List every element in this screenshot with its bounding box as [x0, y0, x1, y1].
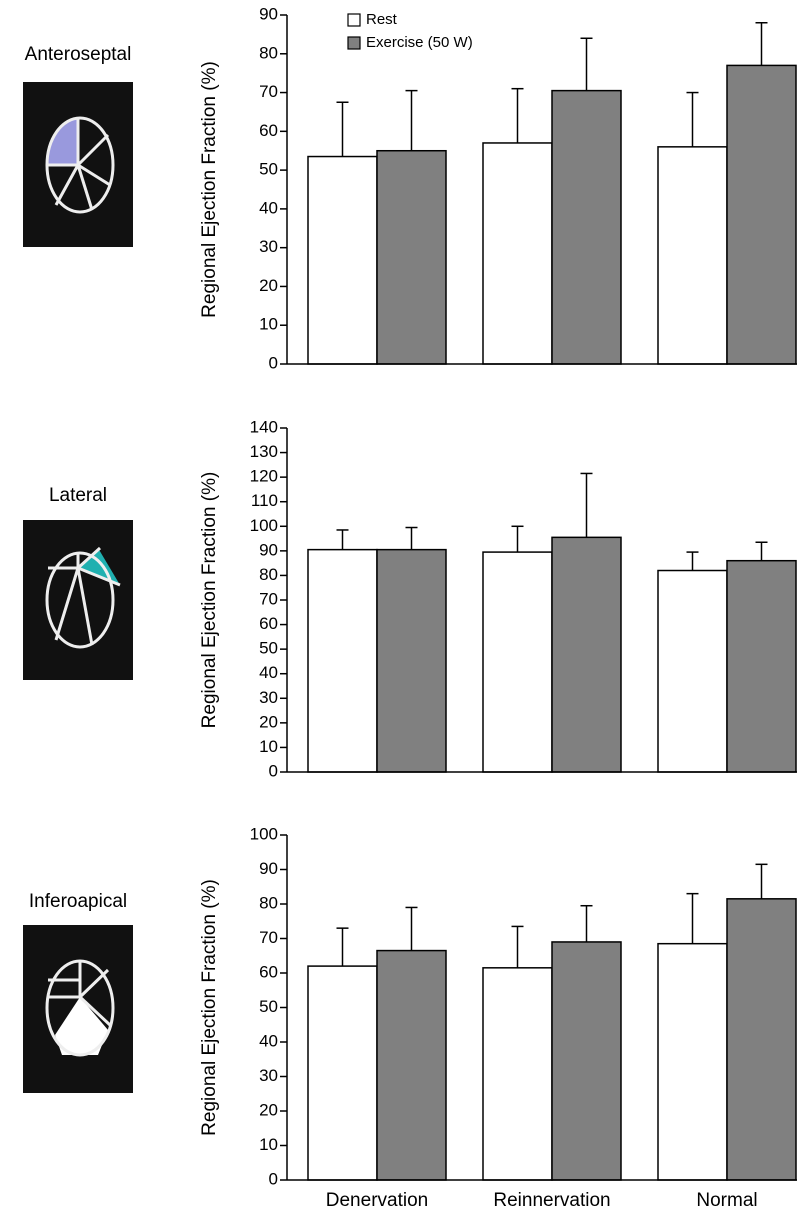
region-label: Inferoapical [29, 891, 127, 912]
y-tick-label: 60 [259, 121, 278, 140]
y-tick-label: 40 [259, 1031, 278, 1050]
bar [727, 899, 796, 1180]
heart-icon [23, 520, 133, 680]
y-tick-label: 90 [259, 859, 278, 878]
y-tick-label: 0 [269, 1169, 278, 1188]
y-tick-label: 60 [259, 962, 278, 981]
y-tick-label: 10 [259, 737, 278, 756]
y-tick-label: 0 [269, 761, 278, 780]
y-tick-label: 110 [251, 491, 278, 510]
region-label: Lateral [49, 485, 107, 506]
y-tick-label: 70 [259, 82, 278, 101]
y-tick-label: 30 [259, 1066, 278, 1085]
y-tick-label: 30 [259, 237, 278, 256]
y-tick-label: 80 [259, 893, 278, 912]
x-tick-label: Normal [696, 1190, 757, 1211]
bar [552, 942, 621, 1180]
heart-icon [23, 82, 133, 247]
y-tick-label: 120 [250, 467, 278, 486]
x-tick-label: Denervation [326, 1190, 428, 1211]
y-tick-label: 80 [259, 565, 278, 584]
y-axis-label: Regional Ejection Fraction (%) [199, 879, 220, 1136]
bar [377, 951, 446, 1180]
y-tick-label: 40 [259, 663, 278, 682]
y-tick-label: 20 [259, 712, 278, 731]
bar [483, 968, 552, 1180]
legend-label: Exercise (50 W) [366, 34, 473, 51]
y-tick-label: 70 [259, 928, 278, 947]
y-tick-label: 80 [259, 43, 278, 62]
bar [308, 966, 377, 1180]
x-tick-label: Reinnervation [493, 1190, 610, 1211]
heart-icon [23, 925, 133, 1093]
bar [308, 157, 377, 364]
figure: Anteroseptal Regional Ejection Fraction (… [0, 0, 802, 1217]
y-tick-label: 50 [259, 160, 278, 179]
legend-swatch [348, 37, 360, 49]
bar [308, 550, 377, 772]
bar [658, 571, 727, 772]
y-tick-label: 60 [259, 614, 278, 633]
y-tick-label: 10 [259, 315, 278, 334]
y-axis-label: Regional Ejection Fraction (%) [199, 472, 220, 729]
bar [552, 91, 621, 364]
y-tick-label: 20 [259, 1100, 278, 1119]
y-tick-label: 70 [259, 589, 278, 608]
bar [727, 65, 796, 364]
bar [658, 147, 727, 364]
bar [727, 561, 796, 772]
y-axis-label: Regional Ejection Fraction (%) [199, 61, 220, 318]
bar [483, 552, 552, 772]
y-tick-label: 90 [259, 540, 278, 559]
y-tick-label: 10 [259, 1135, 278, 1154]
bar [377, 550, 446, 772]
legend-swatch [348, 14, 360, 26]
bar [658, 944, 727, 1180]
page: {"chart_data": [ {"type": "bar", "region… [0, 0, 802, 1217]
y-tick-label: 100 [250, 516, 278, 535]
y-tick-label: 30 [259, 688, 278, 707]
bar [483, 143, 552, 364]
region-label: Anteroseptal [25, 44, 132, 65]
y-tick-label: 40 [259, 198, 278, 217]
legend-label: Rest [366, 11, 398, 28]
y-tick-label: 130 [250, 442, 278, 461]
y-tick-label: 100 [250, 824, 278, 843]
y-tick-label: 50 [259, 639, 278, 658]
y-tick-label: 20 [259, 276, 278, 295]
bar [377, 151, 446, 364]
y-tick-label: 50 [259, 997, 278, 1016]
y-tick-label: 0 [269, 353, 278, 372]
bar [552, 537, 621, 772]
y-tick-label: 90 [259, 4, 278, 23]
y-tick-label: 140 [250, 417, 278, 436]
